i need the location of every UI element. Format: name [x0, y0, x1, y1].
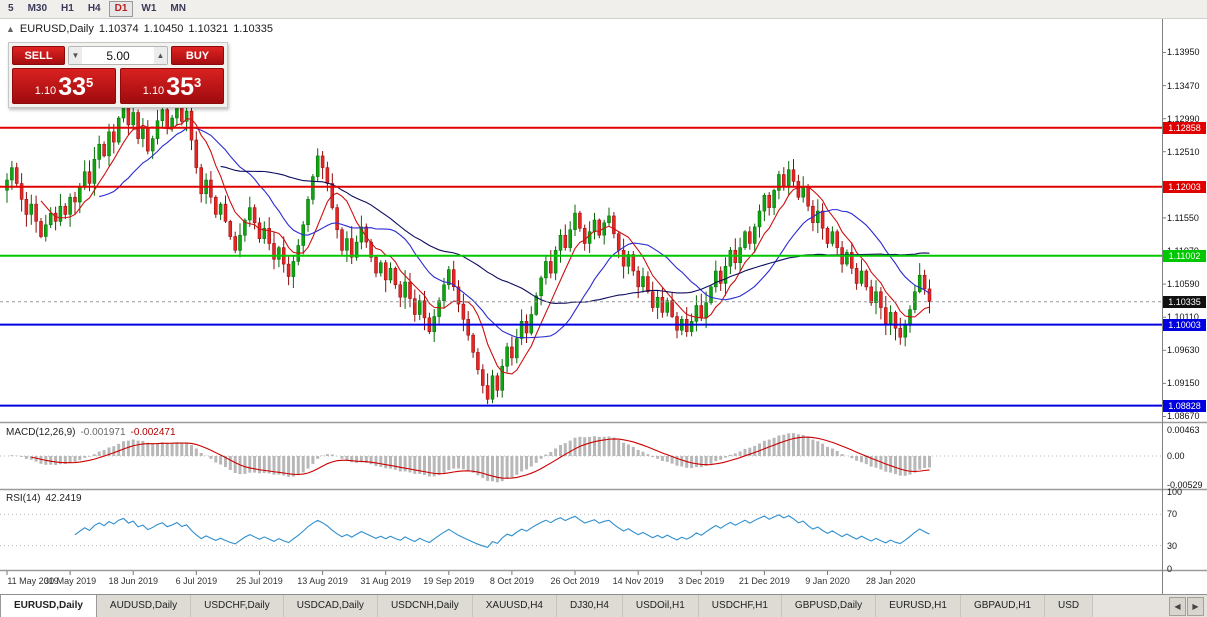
volume-increment-button[interactable]: ▲	[154, 47, 167, 64]
ohlc-low: 1.10321	[188, 23, 229, 35]
ask-price-sup: 3	[194, 75, 202, 90]
chart-symbol-label: EURUSD,Daily	[19, 23, 94, 35]
timeframe-toolbar: 5 M30 H1 H4 D1 W1 MN	[0, 0, 1207, 19]
chart-canvas[interactable]	[0, 0, 1207, 594]
timeframe-button-d1[interactable]: D1	[108, 1, 134, 17]
macd-indicator-label: MACD(12,26,9) -0.001971 -0.002471	[6, 427, 176, 438]
rsi-value: 42.2419	[45, 493, 82, 504]
chart-background	[0, 18, 1207, 594]
chart-tab[interactable]: USD	[1045, 595, 1094, 617]
ask-price-box[interactable]: 1.10 35 3	[120, 68, 224, 104]
volume-value: 5.00	[106, 48, 130, 63]
pane-separators	[0, 18, 1207, 594]
bid-price-prefix: 1.10	[34, 85, 57, 97]
ohlc-high: 1.10450	[143, 23, 184, 35]
tab-scroll-left-button[interactable]: ◀	[1169, 596, 1186, 616]
chart-tab[interactable]: USDCAD,Daily	[283, 595, 378, 617]
chart-tab[interactable]: AUDUSD,Daily	[96, 595, 192, 617]
chart-tab[interactable]: DJ30,H4	[556, 595, 623, 617]
sell-button[interactable]: SELL	[12, 46, 65, 65]
rsi-pane	[0, 513, 1162, 549]
ohlc-close: 1.10335	[233, 23, 273, 35]
macd-pane	[0, 433, 1162, 483]
bid-price-box[interactable]: 1.10 33 5	[12, 68, 116, 104]
timeframe-button-mn[interactable]: MN	[170, 3, 186, 14]
chart-tab[interactable]: USDCHF,H1	[698, 595, 782, 617]
chart-tab[interactable]: EURUSD,Daily	[0, 595, 97, 617]
volume-input[interactable]: ▼ 5.00 ▲	[68, 46, 168, 65]
chart-tab[interactable]: USDCHF,Daily	[191, 595, 284, 617]
timeframe-button-w1[interactable]: W1	[141, 3, 157, 14]
chart-tab[interactable]: USDCNH,Daily	[377, 595, 473, 617]
tab-scroll-right-button[interactable]: ▶	[1187, 596, 1204, 616]
chart-tab[interactable]: EURUSD,H1	[876, 595, 961, 617]
tab-navigation: ◀ ▶	[1166, 595, 1207, 617]
ohlc-open: 1.10374	[98, 23, 139, 35]
chart-tabs: EURUSD,Daily AUDUSD,Daily USDCHF,Daily USDC…	[0, 595, 1166, 617]
one-click-trading-panel: SELL ▼ 5.00 ▲ BUY 1.10 33 5 1.10 35 3	[8, 42, 228, 108]
one-click-collapse-icon[interactable]: ▲	[6, 24, 15, 34]
ask-price-big: 35	[166, 73, 194, 101]
timeframe-button-h4[interactable]: H4	[87, 3, 101, 14]
ask-price-prefix: 1.10	[142, 85, 165, 97]
chart-tab-bar: EURUSD,Daily AUDUSD,Daily USDCHF,Daily USDC…	[0, 594, 1207, 617]
chart-tab[interactable]: GBPUSD,Daily	[781, 595, 877, 617]
rsi-title: RSI(14)	[6, 493, 41, 504]
chart-tab[interactable]: USDOil,H1	[622, 595, 699, 617]
chart-symbol-header: ▲ EURUSD,Daily 1.10374 1.10450 1.10321 1.1033…	[6, 23, 278, 35]
chart-tab[interactable]: XAUUSD,H4	[472, 595, 557, 617]
chart-tab[interactable]: GBPAUD,H1	[960, 595, 1046, 617]
macd-main-value: -0.001971	[80, 427, 126, 438]
macd-title: MACD(12,26,9)	[6, 427, 76, 438]
buy-button[interactable]: BUY	[171, 46, 224, 65]
rsi-indicator-label: RSI(14) 42.2419	[6, 493, 82, 504]
timeframe-button-5[interactable]: 5	[8, 3, 14, 14]
timeframe-button-m30[interactable]: M30	[27, 3, 48, 14]
macd-signal-value: -0.002471	[130, 427, 176, 438]
volume-decrement-button[interactable]: ▼	[69, 47, 82, 64]
support-resistance-lines[interactable]	[0, 126, 1162, 407]
timeframe-button-h1[interactable]: H1	[61, 3, 74, 14]
bid-price-sup: 5	[86, 75, 94, 90]
bid-price-big: 33	[58, 73, 86, 101]
